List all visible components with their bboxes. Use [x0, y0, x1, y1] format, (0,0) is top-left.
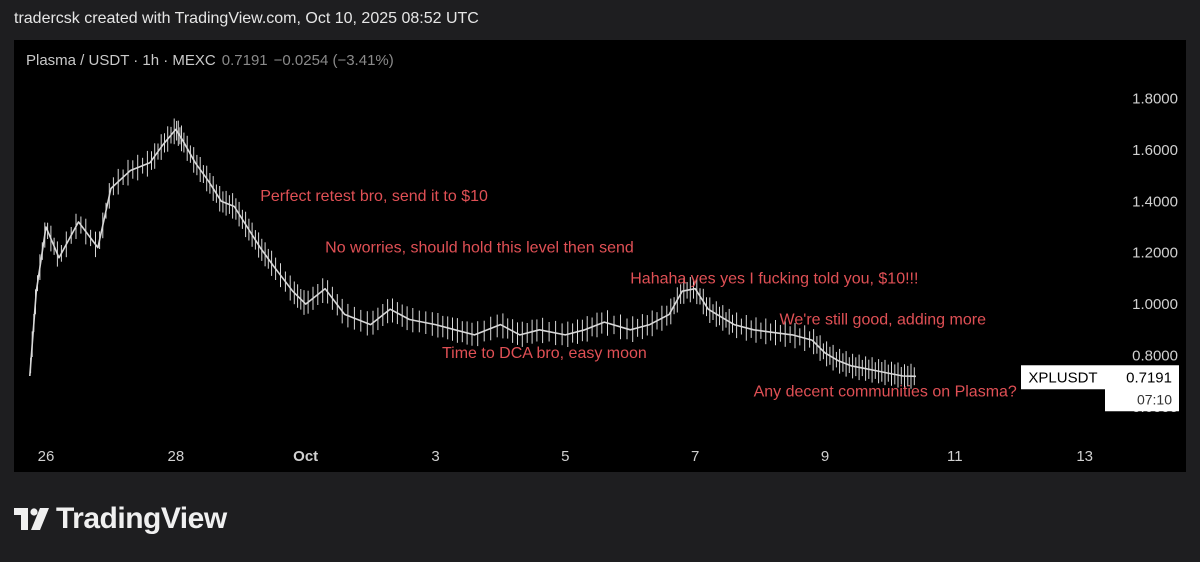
x-tick-label: 13: [1076, 448, 1093, 465]
price-tag-countdown: 07:10: [1137, 391, 1172, 407]
price-chart[interactable]: 1.80001.60001.40001.20001.00000.80000.60…: [14, 40, 1186, 472]
chart-annotation: We're still good, adding more: [780, 312, 987, 329]
symbol-change: −0.0254 (−3.41%): [273, 52, 394, 69]
x-tick-label: 26: [38, 448, 55, 465]
y-tick-label: 1.2000: [1132, 245, 1178, 262]
chart-panel[interactable]: 1.80001.60001.40001.20001.00000.80000.60…: [14, 40, 1186, 472]
price-series-line: [29, 128, 916, 378]
chart-annotation: No worries, should hold this level then …: [325, 240, 634, 257]
y-tick-label: 1.4000: [1132, 193, 1178, 210]
symbol-price: 0.7191: [221, 52, 268, 69]
tradingview-logo: TradingView: [14, 502, 227, 536]
y-tick-label: 1.8000: [1132, 91, 1178, 108]
x-tick-label: 11: [947, 448, 963, 465]
price-tag-box: [1105, 365, 1179, 412]
tradingview-logo-text: TradingView: [56, 502, 227, 535]
y-tick-label: 1.6000: [1132, 142, 1178, 159]
ticker-tag-label: XPLUSDT: [1028, 369, 1097, 386]
x-tick-label: 9: [821, 448, 829, 465]
chart-annotation: Perfect retest bro, send it to $10: [260, 188, 488, 205]
attribution-text: tradercsk created with TradingView.com, …: [14, 10, 479, 27]
x-tick-label: Oct: [293, 448, 318, 465]
chart-annotation: Any decent communities on Plasma?: [754, 383, 1017, 400]
x-tick-label: 7: [691, 448, 699, 465]
y-tick-label: 1.0000: [1132, 296, 1178, 313]
x-tick-label: 28: [167, 448, 184, 465]
x-tick-label: 3: [431, 448, 439, 465]
chart-annotation: Time to DCA bro, easy moon: [442, 345, 647, 362]
x-tick-label: 5: [561, 448, 569, 465]
symbol-name: Plasma / USDT · 1h · MEXC: [26, 52, 216, 69]
tradingview-logo-icon: [14, 508, 49, 530]
y-tick-label: 0.8000: [1132, 347, 1178, 364]
price-tag-value: 0.7191: [1126, 369, 1172, 386]
symbol-info: Plasma / USDT · 1h · MEXC 0.7191 −0.0254 (…: [26, 52, 394, 69]
ticker-tag-box: [1021, 365, 1105, 390]
chart-annotation: Hahaha yes yes I fucking told you, $10!!…: [630, 270, 918, 287]
